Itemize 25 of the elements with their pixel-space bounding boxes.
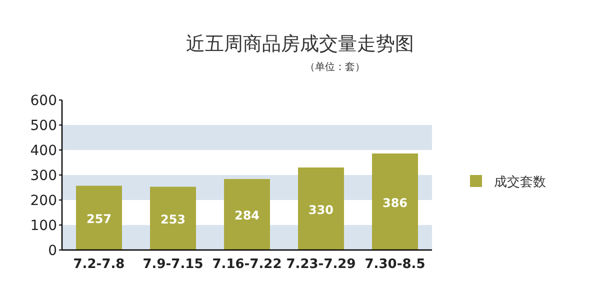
y-tick-label: 200 [30, 193, 57, 209]
data-label: 257 [86, 212, 112, 226]
legend-label: 成交套数 [494, 174, 546, 190]
chart-title: 近五周商品房成交量走势图 [186, 33, 414, 55]
x-tick-label: 7.30-8.5 [364, 257, 426, 272]
chart-subtitle: （单位：套） [305, 61, 365, 73]
y-tick-label: 100 [30, 218, 57, 234]
x-tick-label: 7.16-7.22 [212, 257, 282, 272]
data-label: 330 [308, 202, 334, 217]
y-tick-label: 500 [30, 118, 57, 134]
bar [76, 186, 122, 250]
data-label: 386 [382, 196, 408, 210]
bar [372, 154, 418, 250]
y-tick-label: 400 [30, 143, 57, 159]
bar [224, 179, 270, 250]
y-tick-label: 0 [48, 243, 57, 259]
y-tick-label: 600 [30, 93, 57, 109]
x-tick-label: 7.9-7.15 [142, 257, 204, 272]
y-tick-label: 300 [30, 168, 57, 184]
bar [298, 168, 344, 250]
x-tick-label: 7.23-7.29 [286, 257, 356, 272]
data-label: 284 [234, 208, 260, 222]
bar [150, 186, 196, 250]
x-tick-label: 7.2-7.8 [73, 257, 125, 272]
data-label: 253 [160, 212, 186, 226]
